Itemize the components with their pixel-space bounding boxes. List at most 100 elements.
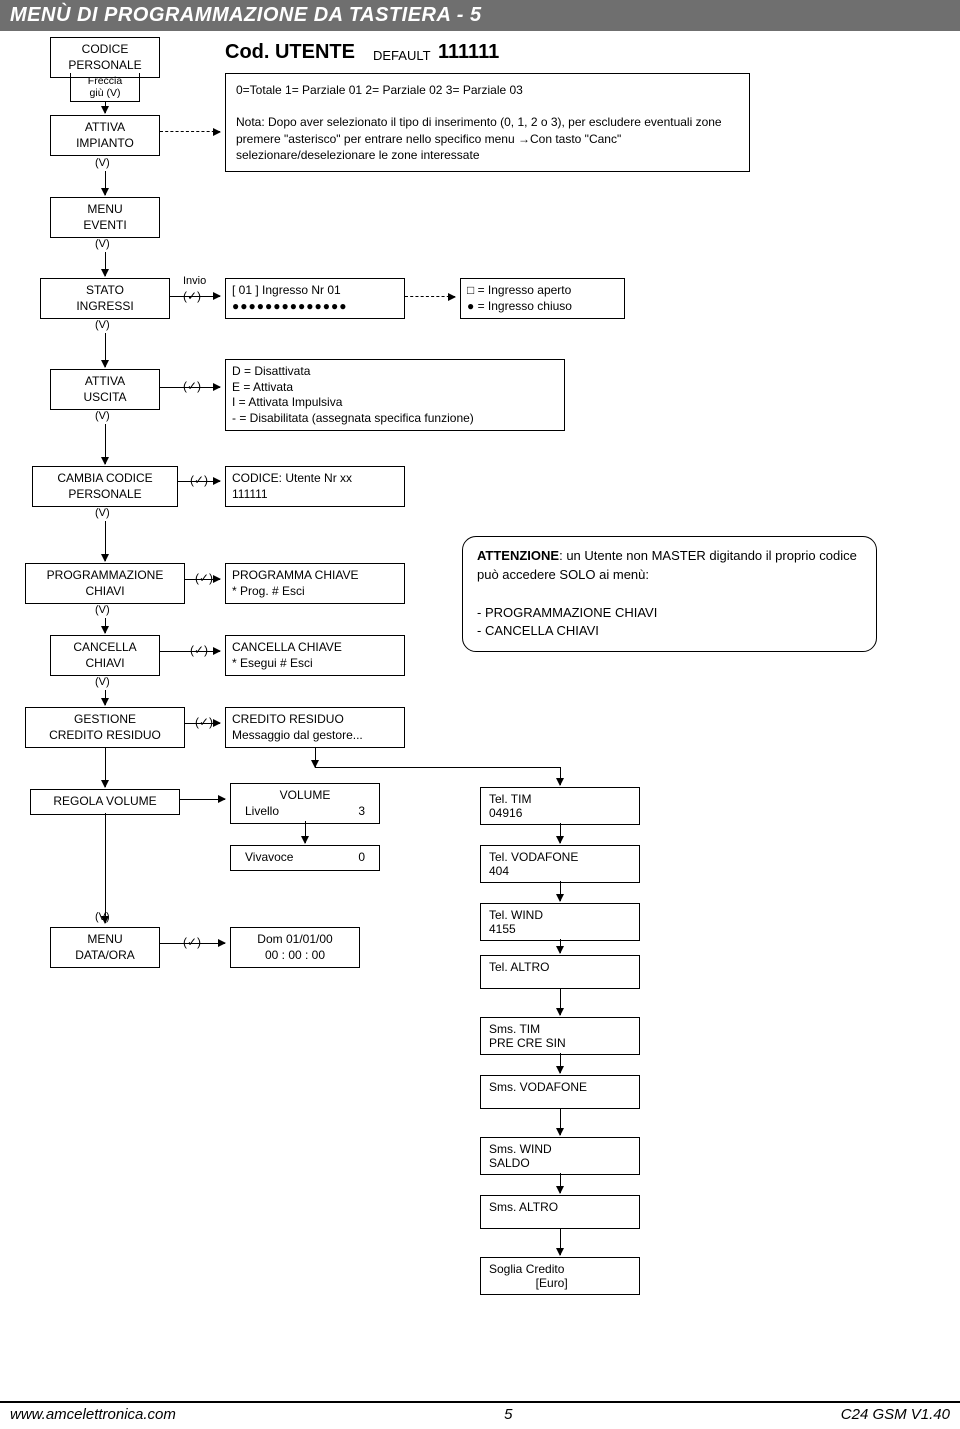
down-label: (V)	[95, 604, 110, 616]
node-ingresso-display: [ 01 ] Ingresso Nr 01 ●●●●●●●●●●●●●●	[225, 278, 405, 319]
text: [ 01 ] Ingresso Nr 01	[232, 283, 398, 299]
down-label: (V)	[95, 410, 110, 422]
text: D = Disattivata	[232, 364, 558, 380]
arrow	[560, 939, 561, 953]
node-sms-altro: Sms. ALTRO	[480, 1195, 640, 1229]
note-line2: Nota: Dopo aver selezionato il tipo di i…	[236, 114, 739, 163]
arrow	[560, 767, 561, 785]
connector	[315, 767, 560, 768]
down-label: (V)	[95, 911, 110, 923]
text: * Esegui # Esci	[232, 656, 398, 672]
text: * Prog. # Esci	[232, 584, 398, 600]
arrow	[560, 1053, 561, 1073]
arrow	[560, 1229, 561, 1255]
node-tel-tim: Tel. TIM04916	[480, 787, 640, 825]
enter-label: (✓)	[195, 571, 213, 585]
node-tel-wind: Tel. WIND4155	[480, 903, 640, 941]
arrow	[160, 651, 220, 652]
arrow	[105, 252, 106, 276]
node-ingresso-legend: □ = Ingresso aperto ● = Ingresso chiuso	[460, 278, 625, 319]
arrow	[170, 296, 220, 297]
attention-title: ATTENZIONE	[477, 548, 559, 563]
node-prog-chiavi: PROGRAMMAZIONE CHIAVI	[25, 563, 185, 604]
arrow	[560, 823, 561, 843]
node-menu-dataora: MENU DATA/ORA	[50, 927, 160, 968]
arrow	[105, 333, 106, 367]
text: Vivavoce	[245, 850, 293, 866]
node-volume: VOLUME Livello3	[230, 783, 380, 824]
text: E = Attivata	[232, 380, 558, 396]
text: 0	[358, 850, 365, 866]
text: CODICE: Utente Nr xx	[232, 471, 398, 487]
arrow	[105, 171, 106, 195]
text: PROGRAMMA CHIAVE	[232, 568, 398, 584]
text: CREDITO RESIDUO	[232, 712, 398, 728]
text: 111111	[232, 487, 398, 503]
node-gest-credito: GESTIONE CREDITO RESIDUO	[25, 707, 185, 748]
node-sms-vodafone: Sms. VODAFONE	[480, 1075, 640, 1109]
arrow	[160, 943, 225, 944]
attention-item: - PROGRAMMAZIONE CHIAVI	[477, 605, 657, 620]
down-label: (V)	[95, 507, 110, 519]
note-line1: 0=Totale 1= Parziale 01 2= Parziale 02 3…	[236, 82, 739, 98]
arrow	[178, 481, 220, 482]
footer-page-number: 5	[504, 1406, 512, 1423]
arrow	[305, 821, 306, 843]
down-label: (V)	[95, 157, 110, 169]
arrow	[180, 799, 225, 800]
text: 00 : 00 : 00	[237, 948, 353, 964]
diagram-canvas: Cod. UTENTE DEFAULT 111111 CODICE PERSON…	[0, 31, 960, 1401]
arrow	[560, 1109, 561, 1135]
node-sms-wind: Sms. WINDSALDO	[480, 1137, 640, 1175]
node-tel-vodafone: Tel. VODAFONE404	[480, 845, 640, 883]
enter-label: (✓)	[183, 935, 201, 949]
arrow	[185, 579, 220, 580]
node-credito-residuo: CREDITO RESIDUO Messaggio dal gestore...	[225, 707, 405, 748]
arrow	[105, 690, 106, 705]
down-label: (V)	[95, 238, 110, 250]
footer-version: C24 GSM V1.40	[841, 1406, 950, 1423]
node-tel-altro: Tel. ALTRO	[480, 955, 640, 989]
page-footer: www.amcelettronica.com 5 C24 GSM V1.40	[0, 1401, 960, 1429]
text: I = Attivata Impulsiva	[232, 395, 558, 411]
enter-label: (✓)	[195, 715, 213, 729]
text: ● = Ingresso chiuso	[467, 299, 618, 315]
arrow	[560, 1173, 561, 1193]
arrow	[105, 424, 106, 464]
arrow	[105, 101, 106, 113]
page-header: MENÙ DI PROGRAMMAZIONE DA TASTIERA - 5	[0, 0, 960, 31]
enter-label: (✓)	[190, 643, 208, 657]
arrow	[560, 881, 561, 901]
enter-label: (✓)	[183, 379, 201, 393]
arrow	[160, 387, 220, 388]
node-cancella-chiavi: CANCELLA CHIAVI	[50, 635, 160, 676]
arrow-stub	[315, 747, 316, 767]
node-attiva-impianto: ATTIVA IMPIANTO	[50, 115, 160, 156]
down-label: (V)	[95, 676, 110, 688]
node-dataora: Dom 01/01/00 00 : 00 : 00	[230, 927, 360, 968]
title-default-code: 111111	[438, 41, 499, 64]
title-default-word: DEFAULT	[373, 48, 431, 63]
text: Messaggio dal gestore...	[232, 728, 398, 744]
node-menu-eventi: MENU EVENTI	[50, 197, 160, 238]
arrow	[105, 813, 106, 923]
node-regola-volume: REGOLA VOLUME	[30, 789, 180, 815]
arrow	[105, 747, 106, 787]
text: ●●●●●●●●●●●●●●	[232, 299, 398, 315]
node-codice-utente: CODICE: Utente Nr xx 111111	[225, 466, 405, 507]
arrow-dashed	[405, 296, 455, 297]
text: - = Disabilitata (assegnata specifica fu…	[232, 411, 558, 427]
invio-label: Invio	[183, 275, 206, 287]
node-soglia-credito: Soglia Credito [Euro]	[480, 1257, 640, 1295]
title-cod-utente: Cod. UTENTE	[225, 41, 355, 64]
note-insertion-types: 0=Totale 1= Parziale 01 2= Parziale 02 3…	[225, 73, 750, 172]
arrow	[105, 618, 106, 633]
arrow	[185, 723, 220, 724]
text: 3	[358, 804, 365, 820]
text: Livello	[245, 804, 279, 820]
arrow	[560, 989, 561, 1015]
enter-label: (✓)	[190, 473, 208, 487]
arrow-dashed	[160, 131, 220, 132]
node-uscita-states: D = Disattivata E = Attivata I = Attivat…	[225, 359, 565, 431]
node-codice-personale: CODICE PERSONALE	[50, 37, 160, 78]
